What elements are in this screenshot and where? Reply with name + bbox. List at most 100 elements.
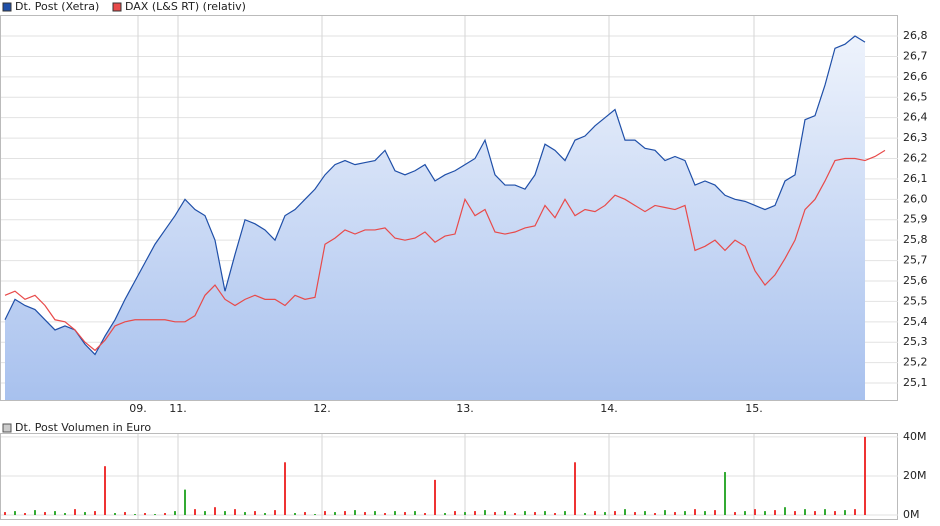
y-tick-label: 40M (903, 430, 927, 443)
volume-bar (184, 489, 186, 515)
volume-bar (854, 509, 856, 515)
y-tick-label: 26,8 (903, 29, 928, 42)
volume-bar (614, 511, 616, 515)
volume-bar (94, 511, 96, 515)
volume-bar (394, 511, 396, 515)
volume-bar (504, 511, 506, 515)
volume-bar (134, 514, 136, 515)
legend-swatch (2, 2, 12, 12)
volume-bar (704, 511, 706, 515)
volume-bar (604, 512, 606, 515)
volume-bar (384, 513, 386, 515)
y-tick-label: 25,8 (903, 233, 928, 246)
volume-bar (454, 511, 456, 515)
y-tick-label: 26,6 (903, 70, 928, 83)
volume-bar (174, 511, 176, 515)
volume-bar (14, 511, 16, 515)
volume-bar (564, 511, 566, 515)
volume-bar (324, 511, 326, 515)
y-tick-label: 25,9 (903, 213, 928, 226)
volume-bar (534, 512, 536, 515)
volume-bar (844, 510, 846, 515)
volume-bar (374, 511, 376, 515)
volume-legend-swatch (2, 423, 12, 433)
volume-bar (124, 512, 126, 515)
price-line (4, 35, 866, 356)
legend-label: Dt. Post (Xetra) (15, 0, 99, 13)
volume-bar (204, 511, 206, 515)
volume-bar (274, 510, 276, 515)
volume-bar (754, 509, 756, 515)
x-tick-label: 15. (745, 402, 763, 415)
volume-bar (694, 509, 696, 515)
volume-bar (464, 512, 466, 515)
volume-bar (594, 511, 596, 515)
volume-bar (794, 511, 796, 515)
volume-bar (354, 510, 356, 515)
volume-bar (734, 512, 736, 515)
volume-bar (104, 466, 106, 515)
volume-bar (54, 511, 56, 515)
volume-bar (364, 512, 366, 515)
volume-bar (864, 436, 866, 515)
volume-bar (824, 509, 826, 515)
volume-bar (414, 511, 416, 515)
x-tick-label: 13. (456, 402, 474, 415)
x-tick-label: 12. (313, 402, 331, 415)
volume-bar (444, 513, 446, 515)
volume-bar (814, 511, 816, 515)
volume-bar (24, 513, 26, 515)
volume-bar (4, 512, 6, 515)
volume-bar (244, 512, 246, 515)
x-tick-label: 09. (129, 402, 147, 415)
volume-bar (574, 462, 576, 515)
y-tick-label: 25,2 (903, 356, 928, 369)
volume-title: Dt. Post Volumen in Euro (15, 421, 151, 434)
y-tick-label: 26,2 (903, 152, 928, 165)
y-tick-label: 26,7 (903, 49, 928, 62)
volume-bar (524, 511, 526, 515)
volume-bar (64, 513, 66, 515)
plot-frame (0, 15, 898, 401)
volume-bar (404, 512, 406, 515)
volume-bar (154, 514, 156, 515)
volume-bar (34, 510, 36, 515)
volume-bar (494, 512, 496, 515)
volume-bar (644, 511, 646, 515)
legend-swatch (112, 2, 122, 12)
volume-bar (114, 513, 116, 515)
volume-bar (674, 512, 676, 515)
volume-bar (584, 513, 586, 515)
volume-bar (544, 511, 546, 515)
x-tick-label: 14. (600, 402, 618, 415)
y-tick-label: 25,3 (903, 335, 928, 348)
volume-bar (314, 514, 316, 515)
y-tick-label: 26,5 (903, 90, 928, 103)
volume-bar (834, 511, 836, 515)
y-tick-label: 26,4 (903, 111, 928, 124)
volume-frame (0, 433, 898, 520)
volume-bar (714, 510, 716, 515)
volume-bar (214, 507, 216, 515)
y-tick-label: 26,0 (903, 192, 928, 205)
x-tick-label: 11. (169, 402, 187, 415)
y-tick-label: 20M (903, 469, 927, 482)
volume-bar (654, 513, 656, 515)
volume-bar (684, 511, 686, 515)
volume-bar (334, 512, 336, 515)
volume-bar (144, 513, 146, 515)
volume-bar (284, 462, 286, 515)
volume-bar (774, 510, 776, 515)
legend-label: DAX (L&S RT) (relativ) (125, 0, 246, 13)
volume-bar (804, 509, 806, 515)
volume-bar (764, 511, 766, 515)
y-tick-label: 0M (903, 508, 920, 521)
volume-bar (224, 511, 226, 515)
volume-bar (344, 511, 346, 515)
volume-bar (264, 513, 266, 515)
y-tick-label: 26,3 (903, 131, 928, 144)
volume-bar (784, 507, 786, 515)
volume-bar (194, 509, 196, 515)
volume-bar (484, 510, 486, 515)
